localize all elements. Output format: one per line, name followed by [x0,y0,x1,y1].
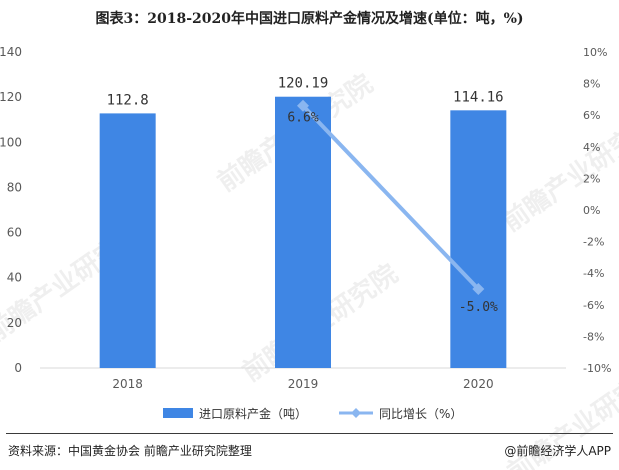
y-right-tick-label: 10% [583,46,607,59]
line-value-label: 6.6% [287,111,318,126]
watermark-2: 前瞻产业研究院 [497,108,619,238]
y-right-tick-label: -10% [583,362,611,375]
bar [99,113,156,368]
line-marker [472,283,485,295]
y-right-tick-label: -2% [583,236,604,249]
bar-series [99,96,507,369]
x-tick-label: 2019 [288,377,319,391]
y-left-tick-label: 40 [7,271,22,285]
credit-note: @前瞻经济学人APP [504,444,611,458]
bar [450,110,507,368]
y-right-tick-label: 6% [583,109,600,122]
x-tick-label: 2018 [112,377,143,391]
bar-value-label: 120.19 [278,76,329,92]
bar-value-label: 112.8 [107,92,149,108]
y-left-tick-label: 80 [7,180,22,194]
legend-bar-swatch [163,408,193,418]
legend-bar-label: 进口原料产金（吨） [199,406,307,421]
line-series [297,99,485,295]
footer-divider [6,433,613,434]
y-left-tick-label: 20 [7,316,22,330]
y-right-tick-label: -4% [583,267,604,280]
chart-title: 图表3：2018-2020年中国进口原料产金情况及增速(单位：吨，%) [95,11,524,27]
y-left-tick-label: 60 [7,226,22,240]
y-right-tick-label: 4% [583,141,600,154]
y-left-tick-label: 140 [0,45,22,59]
line-marker [297,99,309,112]
line-value-label: -5.0% [459,300,498,315]
y-right-tick-label: -8% [583,330,604,343]
line-path [301,104,480,291]
bar [275,96,331,369]
data-labels: 112.8 120.19 114.16 6.6% -5.0% [107,76,504,315]
y-left-tick-label: 120 [0,90,22,104]
legend-line-marker [351,408,361,418]
y-left-tick-label: 0 [14,361,22,375]
legend: 进口原料产金（吨） 同比增长（%） [163,406,462,421]
y-right-tick-label: -6% [583,299,604,312]
y-right-tick-label: 0% [583,204,600,217]
y-right-tick-label: 8% [583,78,600,91]
y-right-tick-label: 2% [583,172,600,185]
legend-line-label: 同比增长（%） [379,407,462,421]
bar-value-label: 114.16 [453,89,504,105]
y-left-tick-label: 100 [0,135,22,149]
source-note: 资料来源：中国黄金协会 前瞻产业研究院整理 [8,444,252,458]
x-tick-label: 2020 [463,377,494,391]
